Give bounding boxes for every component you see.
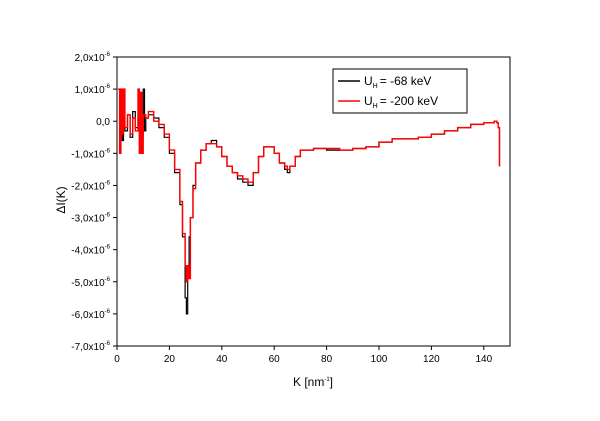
x-tick-label: 0 xyxy=(114,354,120,365)
legend-label-series-1: UH = -68 keV xyxy=(364,74,431,90)
x-tick-label: 40 xyxy=(216,354,228,365)
series-line-2 xyxy=(118,88,501,283)
y-tick-label: -3,0x10-6 xyxy=(71,213,110,225)
x-tick-label: 60 xyxy=(269,354,281,365)
y-tick-label: 2,0x10-6 xyxy=(75,52,111,64)
x-axis-ticks: 0 20 40 60 80 100 120 140 xyxy=(114,346,493,365)
y-axis-ticks: 2,0x10-6 1,0x10-6 0,0 -1,0x10-6 -2,0x10-6 -3,… xyxy=(71,52,117,353)
y-tick-label: -5,0x10-6 xyxy=(71,277,110,289)
series-line-1 xyxy=(118,88,501,315)
y-tick-label: 1,0x10-6 xyxy=(75,84,111,96)
y-tick-label: -4,0x10-6 xyxy=(71,245,110,257)
x-axis-title: K [nm-1] xyxy=(293,375,333,389)
x-tick-label: 20 xyxy=(164,354,176,365)
legend-box xyxy=(332,68,468,114)
y-axis-title: ΔI(K) xyxy=(54,186,68,213)
x-tick-label: 100 xyxy=(371,354,388,365)
y-tick-label: 0,0 xyxy=(96,117,110,128)
y-tick-label: -6,0x10-6 xyxy=(71,309,110,321)
y-tick-label: -7,0x10-6 xyxy=(71,341,110,353)
series-layer xyxy=(118,88,501,315)
x-tick-label: 140 xyxy=(475,354,492,365)
plot-frame xyxy=(116,56,511,347)
legend-label-series-2: UH = -200 keV xyxy=(364,94,438,110)
y-tick-label: -1,0x10-6 xyxy=(71,148,110,160)
y-tick-label: -2,0x10-6 xyxy=(71,180,110,192)
x-tick-label: 80 xyxy=(321,354,333,365)
x-tick-label: 120 xyxy=(423,354,440,365)
legend: UH = -68 keV UH = -200 keV xyxy=(332,68,468,114)
